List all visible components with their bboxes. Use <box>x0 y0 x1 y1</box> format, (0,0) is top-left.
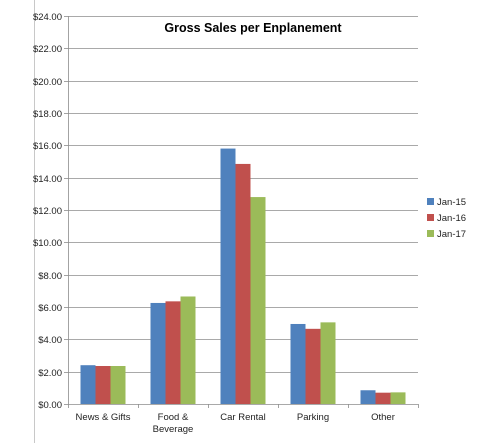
x-tick-label: Food & <box>158 412 189 423</box>
axes: $0.00 $2.00 $4.00 $6.00 $8.00 $10.00 $12.00 $14… <box>33 12 419 435</box>
x-tick-label: Car Rental <box>220 412 265 423</box>
y-tick-label: $4.00 <box>38 335 62 346</box>
y-tick-label: $10.00 <box>33 238 62 249</box>
y-tick-label: $24.00 <box>33 12 62 23</box>
y-tick-label: $22.00 <box>33 44 62 55</box>
bar <box>220 148 236 404</box>
y-tick-label: $16.00 <box>33 141 62 152</box>
y-tick-label: $20.00 <box>33 77 62 88</box>
y-tick-label: $6.00 <box>38 303 62 314</box>
legend-label: Jan-15 <box>437 197 466 208</box>
bar <box>390 392 406 404</box>
bar <box>375 392 391 404</box>
bar <box>235 163 251 404</box>
legend-label: Jan-17 <box>437 229 466 240</box>
bar <box>150 302 166 404</box>
bar <box>320 322 336 404</box>
bar <box>360 390 376 404</box>
y-tick-label: $12.00 <box>33 206 62 217</box>
x-tick-label: Parking <box>297 412 329 423</box>
bar <box>110 366 126 404</box>
x-tick-label: Beverage <box>153 424 194 435</box>
x-tick-label: News & Gifts <box>76 412 131 423</box>
y-tick-label: $2.00 <box>38 368 62 379</box>
legend-label: Jan-16 <box>437 213 466 224</box>
bar <box>250 197 266 404</box>
bar-series <box>80 148 406 404</box>
y-tick-label: $0.00 <box>38 400 62 411</box>
bar <box>80 365 96 404</box>
bar <box>290 323 306 404</box>
y-tick-label: $8.00 <box>38 271 62 282</box>
legend-swatch <box>427 230 434 237</box>
x-tick-label: Other <box>371 412 395 423</box>
legend: Jan-15 Jan-16 Jan-17 <box>427 197 466 240</box>
chart-title: Gross Sales per Enplanement <box>164 21 342 35</box>
bar <box>165 301 181 404</box>
bar <box>95 366 111 404</box>
bar <box>180 296 196 404</box>
y-tick-label: $14.00 <box>33 174 62 185</box>
bar <box>305 328 321 404</box>
y-tick-label: $18.00 <box>33 109 62 120</box>
legend-swatch <box>427 198 434 205</box>
legend-swatch <box>427 214 434 221</box>
